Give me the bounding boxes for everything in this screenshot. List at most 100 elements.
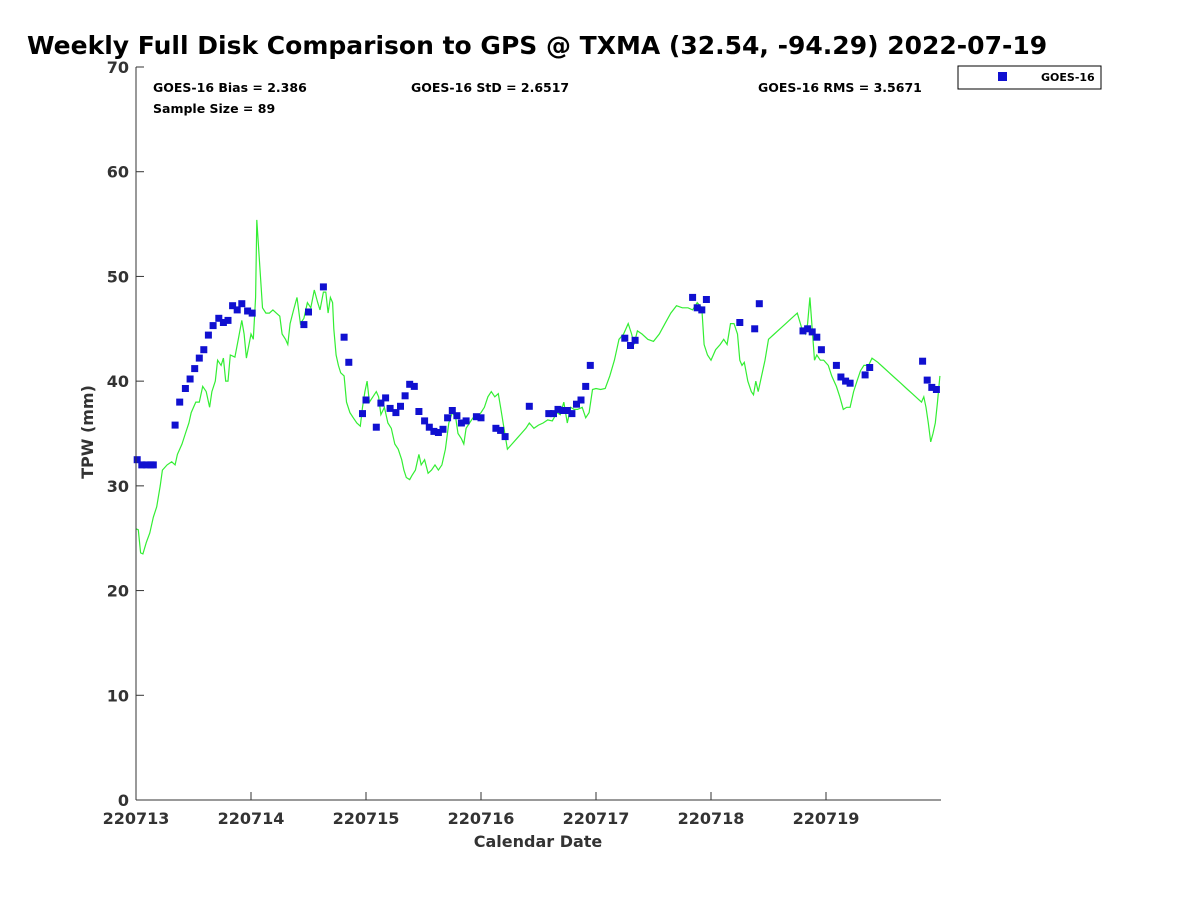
stat-bias: GOES-16 Bias = 2.386 (153, 80, 307, 95)
plot-area: 0 10 20 30 40 50 60 70 220713 220714 220715 220716 2… (103, 58, 941, 828)
data-point-goes16 (755, 300, 763, 308)
data-point-goes16 (861, 371, 869, 379)
data-point-goes16 (238, 300, 246, 308)
data-point-goes16 (219, 319, 227, 326)
y-axis-label: TPW (mm) (78, 385, 97, 479)
data-point-goes16 (808, 328, 816, 336)
data-point-goes16 (186, 375, 194, 383)
axes-layer: 0 10 20 30 40 50 60 70 220713 220714 220715 220716 2… (103, 58, 941, 828)
data-point-goes16 (817, 346, 825, 354)
data-point-goes16 (582, 382, 590, 390)
data-point-goes16 (698, 306, 706, 314)
data-point-goes16 (377, 399, 385, 407)
data-point-goes16 (195, 354, 203, 362)
data-point-goes16 (804, 325, 812, 333)
y-tick-label: 30 (107, 477, 129, 496)
data-point-goes16 (501, 433, 509, 441)
data-point-goes16 (573, 400, 580, 408)
data-point-goes16 (693, 304, 701, 312)
data-point-goes16 (554, 405, 562, 413)
data-point-goes16 (300, 321, 308, 329)
legend-label-goes16: GOES-16 (1041, 71, 1095, 84)
data-point-goes16 (631, 336, 639, 344)
data-point-goes16 (362, 396, 370, 404)
data-point-goes16 (372, 423, 380, 431)
stat-rms: GOES-16 RMS = 3.5671 (758, 80, 922, 95)
data-point-goes16 (497, 426, 505, 434)
data-point-goes16 (577, 396, 585, 404)
data-point-goes16 (229, 302, 237, 310)
data-point-goes16 (200, 346, 208, 354)
data-point-goes16 (545, 410, 553, 418)
y-tick-label: 60 (107, 163, 129, 182)
chart-title: Weekly Full Disk Comparison to GPS @ TXM… (27, 31, 1047, 60)
data-point-goes16 (842, 377, 850, 385)
data-point-goes16 (472, 413, 480, 421)
data-point-goes16 (846, 379, 854, 387)
data-point-goes16 (319, 283, 327, 291)
data-point-goes16 (462, 417, 470, 425)
data-point-goes16 (248, 309, 256, 317)
x-tick-label: 220715 (333, 809, 400, 828)
data-point-goes16 (421, 417, 429, 425)
data-point-goes16 (813, 333, 821, 341)
data-point-goes16 (171, 421, 179, 429)
data-point-goes16 (559, 407, 567, 414)
x-tick-label: 220713 (103, 809, 170, 828)
data-point-goes16 (233, 306, 241, 314)
data-point-goes16 (439, 425, 447, 433)
data-point-goes16 (215, 314, 223, 322)
legend-box (957, 65, 1102, 90)
data-point-goes16 (397, 402, 404, 410)
data-point-goes16 (410, 382, 418, 390)
series-line-gps (135, 219, 941, 555)
data-point-goes16 (689, 293, 697, 301)
y-tick-label: 40 (107, 372, 129, 391)
data-point-goes16 (149, 461, 157, 469)
data-point-goes16 (923, 376, 931, 384)
data-point-goes16 (568, 410, 576, 418)
data-point-goes16 (401, 392, 409, 400)
data-point-goes16 (563, 407, 571, 414)
data-point-goes16 (224, 316, 232, 324)
data-point-goes16 (832, 361, 840, 369)
legend-marker-goes16 (998, 72, 1007, 81)
data-point-goes16 (457, 419, 465, 427)
data-point-goes16 (305, 308, 312, 316)
data-point-goes16 (209, 322, 217, 330)
data-point-goes16 (866, 364, 874, 371)
data-point-goes16 (837, 373, 845, 381)
data-point-goes16 (799, 327, 807, 335)
data-point-goes16 (415, 408, 423, 415)
y-tick-label: 0 (118, 791, 129, 810)
stat-std: GOES-16 StD = 2.6517 (411, 80, 569, 95)
data-point-goes16 (621, 334, 629, 342)
data-point-goes16 (392, 409, 400, 417)
x-tick-label: 220718 (678, 809, 745, 828)
data-point-goes16 (492, 424, 500, 432)
data-point-goes16 (453, 412, 461, 420)
data-point-goes16 (430, 427, 438, 435)
y-tick-label: 70 (107, 58, 129, 77)
data-point-goes16 (345, 358, 353, 366)
data-point-goes16 (525, 402, 533, 410)
data-point-goes16 (434, 429, 442, 436)
data-point-goes16 (627, 342, 634, 349)
data-point-goes16 (448, 407, 456, 414)
x-axis-label: Calendar Date (474, 832, 603, 851)
legend: GOES-16 (957, 65, 1102, 90)
data-point-goes16 (736, 319, 744, 326)
x-tick-label: 220719 (793, 809, 860, 828)
data-point-goes16 (138, 461, 146, 469)
y-tick-label: 50 (107, 267, 129, 286)
data-point-goes16 (425, 423, 433, 431)
series-layer (133, 219, 941, 555)
data-point-goes16 (244, 307, 252, 315)
data-point-goes16 (550, 410, 557, 418)
data-point-goes16 (176, 398, 184, 406)
data-point-goes16 (751, 325, 759, 333)
x-tick-label: 220716 (448, 809, 515, 828)
data-point-goes16 (191, 365, 199, 373)
data-point-goes16 (204, 331, 212, 339)
